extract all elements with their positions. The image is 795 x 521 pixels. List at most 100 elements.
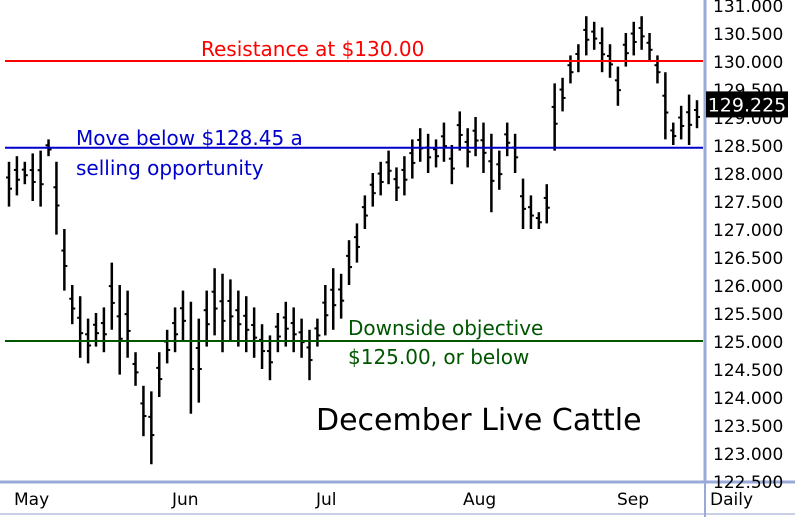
x-tick-label: Jul <box>315 490 337 510</box>
ohlc-bar <box>298 318 305 358</box>
ohlc-bar <box>219 273 226 353</box>
ohlc-bar <box>227 279 234 341</box>
y-tick-label: 124.000 <box>713 389 783 409</box>
ohlc-bar <box>290 307 297 353</box>
x-axis-labels: May Jun Jul Aug Sep Daily <box>14 490 753 510</box>
ohlc-bar <box>140 385 147 437</box>
ohlc-bar <box>124 290 131 358</box>
x-tick-label: Sep <box>617 490 649 510</box>
ohlc-bar <box>599 27 606 73</box>
y-tick-label: 127.500 <box>713 193 783 213</box>
ohlc-bar <box>330 268 337 330</box>
ohlc-bar <box>662 72 669 140</box>
ohlc-bar <box>77 296 84 358</box>
x-tick-label: May <box>14 490 49 510</box>
ohlc-bar <box>100 307 107 353</box>
ohlc-bar <box>69 285 76 325</box>
ohlc-bar <box>694 100 700 129</box>
y-tick-label: 130.000 <box>713 53 783 73</box>
ohlc-bar <box>61 229 68 291</box>
ohlc-bar <box>353 223 360 263</box>
ohlc-bar <box>409 139 416 179</box>
ohlc-bar <box>6 161 12 207</box>
ohlc-bar <box>575 44 582 73</box>
y-tick-label: 126.000 <box>713 277 783 297</box>
downside-annotation-line1: Downside objective <box>348 316 543 340</box>
ohlc-bar <box>512 133 519 173</box>
ohlc-bar <box>282 301 289 347</box>
ohlc-bar <box>29 153 36 201</box>
resistance-annotation: Resistance at $130.00 <box>201 37 424 61</box>
y-tick-label: 127.000 <box>713 221 783 241</box>
ohlc-bar <box>37 150 44 207</box>
ohlc-bar <box>132 352 139 386</box>
ohlc-bar <box>520 178 527 229</box>
ohlc-bar <box>393 167 400 201</box>
ohlc-bar <box>187 301 194 414</box>
ohlc-bar <box>551 83 558 151</box>
ohlc-bar <box>425 133 432 173</box>
selling-annotation-line1: Move below $128.45 a <box>76 126 303 150</box>
ohlc-bar <box>567 55 574 84</box>
ohlc-bar <box>243 296 250 353</box>
y-tick-label: 130.500 <box>713 25 783 45</box>
ohlc-bar <box>472 117 479 157</box>
ohlc-bar <box>401 156 408 196</box>
ohlc-bar <box>496 150 503 190</box>
ohlc-bar <box>251 307 258 358</box>
ohlc-bar <box>306 329 313 381</box>
y-tick-label: 131.000 <box>713 0 783 17</box>
ohlc-bar <box>235 290 242 347</box>
ohlc-bar <box>53 161 60 235</box>
ohlc-bar <box>630 21 637 56</box>
ohlc-bar <box>535 212 542 229</box>
ohlc-bar <box>13 156 20 196</box>
ohlc-bar <box>559 77 566 112</box>
y-tick-label: 125.500 <box>713 305 783 325</box>
ohlc-bar <box>211 268 218 336</box>
ohlc-bar <box>369 173 376 207</box>
ohlc-bar <box>527 195 534 229</box>
ohlc-bar <box>346 240 353 285</box>
last-price-label: 129.225 <box>708 94 787 116</box>
ohlc-bar <box>164 329 171 364</box>
ohlc-bar <box>614 66 621 106</box>
y-tick-label: 128.500 <box>713 137 783 157</box>
x-tick-label: Daily <box>710 490 753 510</box>
price-bars <box>6 16 700 465</box>
ohlc-bar <box>338 273 345 319</box>
x-tick-label: Aug <box>463 490 496 510</box>
ohlc-bar <box>195 318 202 403</box>
ohlc-bar <box>179 290 186 341</box>
ohlc-bar <box>646 33 653 61</box>
ohlc-bar <box>591 21 598 50</box>
y-tick-label: 123.500 <box>713 417 783 437</box>
y-tick-label: 124.500 <box>713 361 783 381</box>
ohlc-bar <box>504 122 511 157</box>
ohlc-bar <box>583 16 590 56</box>
y-tick-label: 126.500 <box>713 249 783 269</box>
ohlc-bar <box>448 145 455 185</box>
y-tick-label: 123.000 <box>713 445 783 465</box>
ohlc-bar <box>377 161 384 196</box>
ohlc-bar <box>156 352 163 397</box>
ohlc-bar <box>116 285 123 375</box>
ohlc-bar <box>322 285 329 336</box>
y-tick-label: 125.000 <box>713 333 783 353</box>
ohlc-bar <box>638 16 645 50</box>
selling-annotation-line2: selling opportunity <box>76 156 264 180</box>
ohlc-bar <box>654 55 661 84</box>
ohlc-bar <box>172 307 179 353</box>
ohlc-bar <box>21 161 28 185</box>
last-price-tag: 129.225 <box>706 91 788 118</box>
ohlc-bar <box>274 313 281 353</box>
ohlc-bar <box>686 94 693 145</box>
ohlc-bar <box>488 133 495 213</box>
y-tick-label: 122.500 <box>713 473 783 493</box>
ohlc-bar <box>361 195 368 229</box>
ohlc-bar <box>148 391 155 465</box>
ohlc-bar <box>314 318 321 347</box>
ohlc-bar <box>678 105 685 140</box>
ohlc-bar <box>543 184 550 224</box>
